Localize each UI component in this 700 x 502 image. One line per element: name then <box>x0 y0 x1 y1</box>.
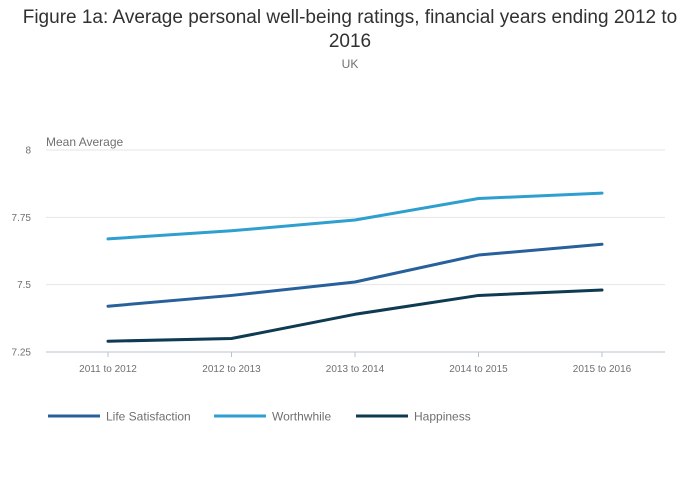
chart-subtitle: UK <box>341 57 359 71</box>
series-line-happiness <box>106 288 604 343</box>
x-tick-label: 2014 to 2015 <box>449 364 508 375</box>
y-axis-label: Mean Average <box>46 135 123 149</box>
y-tick-label: 7.75 <box>12 213 32 224</box>
series-line-worthwhile <box>106 191 604 241</box>
y-tick-label: 7.25 <box>12 348 32 359</box>
y-tick-label: 7.5 <box>17 280 31 291</box>
x-tick-label: 2013 to 2014 <box>326 364 385 375</box>
x-tick-label: 2015 to 2016 <box>573 364 632 375</box>
x-tick-label: 2011 to 2012 <box>79 364 137 375</box>
chart-title: Figure 1a: Average personal well-being r… <box>22 7 678 52</box>
series-line-life-satisfaction <box>106 242 604 308</box>
legend-label-life-satisfaction[interactable]: Life Satisfaction <box>106 410 191 424</box>
legend-label-happiness[interactable]: Happiness <box>414 410 471 424</box>
x-tick-label: 2012 to 2013 <box>202 364 261 375</box>
y-tick-label: 8 <box>25 146 31 157</box>
legend-label-worthwhile[interactable]: Worthwhile <box>272 410 331 424</box>
